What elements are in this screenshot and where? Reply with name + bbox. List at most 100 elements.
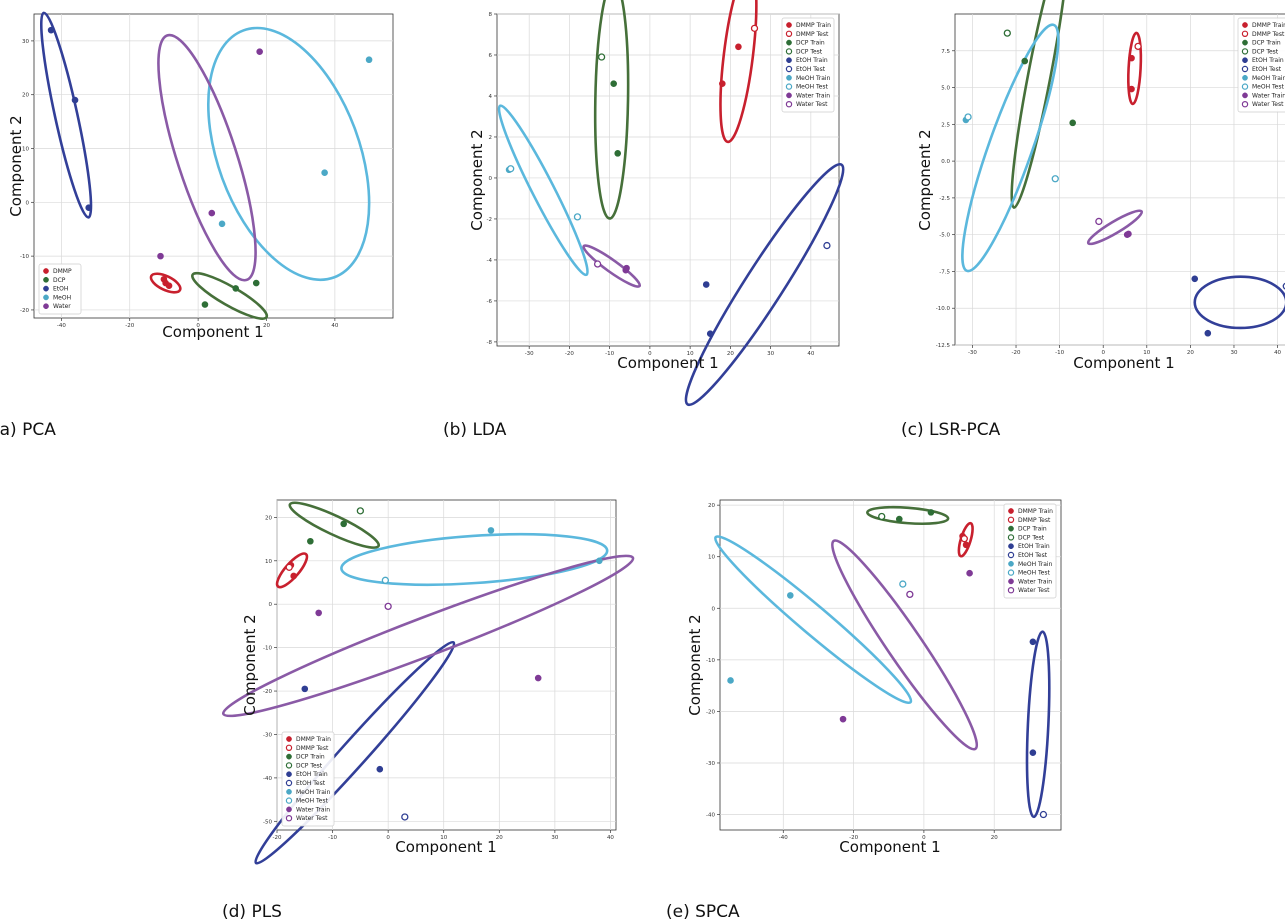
pls-y-tick-label: -10 (263, 646, 272, 652)
pls-x-tick-label: 30 (551, 835, 558, 841)
spca-legend-marker-dcp (1008, 525, 1014, 532)
pls-legend-marker-etoh (286, 771, 292, 778)
lda-legend-label: EtOH Test (796, 66, 826, 73)
lda-x-tick-label: -10 (605, 351, 614, 357)
pls-point-dmmp-test (285, 563, 293, 571)
pca-x-tick-label: 20 (263, 323, 270, 329)
lsr-pca-point-dmmp-train (1128, 54, 1135, 62)
pls-point-water-train (534, 674, 542, 682)
spca-x-axis-label: Component 1 (839, 838, 940, 856)
spca-point-dcp-test (878, 512, 886, 521)
spca-legend-label: Water Test (1018, 587, 1050, 594)
spca-y-tick-label: 0 (712, 606, 716, 612)
lsr-pca-legend-marker-dcp-test (1241, 48, 1249, 55)
pls-ellipse-dcp (288, 501, 381, 549)
pca-point-water-train (208, 209, 216, 217)
lsr-pca-y-tick-label: 0.0 (941, 159, 950, 165)
lsr-pca-x-tick-label: -10 (1055, 350, 1064, 356)
spca-legend-label: DCP Train (1018, 526, 1047, 533)
pls-ellipse-water (221, 554, 635, 718)
lda-y-tick-label: -2 (487, 217, 492, 223)
lsr-pca-legend-box (1237, 17, 1285, 113)
lda-y-tick-label: 2 (489, 135, 493, 141)
spca-y-tick-label: -10 (706, 658, 715, 664)
lda-x-axis-label: Component 1 (617, 354, 718, 372)
lsr-pca-y-tick-label: 7.5 (941, 49, 950, 55)
spca-y-tick-label: 20 (708, 503, 715, 509)
pca-x-tick-label: -20 (125, 323, 134, 329)
pls-legend-box (281, 731, 335, 827)
lsr-pca-point-water-train (1125, 230, 1132, 238)
pca-point-etoh-train (71, 96, 79, 104)
lda-y-tick-label: 6 (489, 53, 493, 59)
spca-ellipse-meoh (714, 535, 913, 705)
lsr-pca-y-tick-label: -5.0 (939, 233, 950, 239)
lda-legend-marker-dmmp-test (785, 30, 793, 37)
panel-pca: -40 -20 0 20 40 -20 -10 0 10 20 30 DMMP DCP EtOHMeOH… (0, 11, 394, 440)
lda-point-dcp-train (614, 150, 622, 157)
pls-legend-marker-meoh-test (285, 797, 293, 804)
pls-x-axis-label: Component 1 (395, 838, 496, 856)
lsr-pca-legend-label: EtOH Train (1252, 57, 1284, 64)
spca-legend-label: DMMP Test (1018, 517, 1051, 524)
lda-y-axis-label: Component 2 (468, 129, 486, 230)
pls-ticks: -20 -10 0 10 20 30 40 -50 -40 -30 -20 -10 0 10 20 (263, 515, 614, 841)
lda-x-tick-label: -30 (525, 351, 534, 357)
spca-x-tick-label: -40 (779, 835, 788, 841)
lda-y-tick-label: -4 (487, 258, 493, 264)
pca-point-dmmp-train (165, 282, 173, 290)
pls-point-etoh-test (401, 813, 409, 821)
pca-x-tick-label: -40 (57, 323, 66, 329)
lda-point-etoh-train (706, 330, 714, 338)
pca-point-dcp-train (232, 285, 240, 292)
spca-legend-marker-etoh (1008, 543, 1014, 550)
pls-legend-label: Water Test (296, 815, 328, 822)
lda-point-etoh-test (823, 241, 831, 250)
lsr-pca-ellipses (961, 0, 1285, 330)
pls-x-tick-label: -10 (328, 835, 337, 841)
pls-point-dcp-train (307, 537, 314, 545)
lsr-pca-ellipse-meoh (961, 23, 1060, 273)
lsr-pca-point-dcp-test (1003, 29, 1011, 37)
pls-ellipses (221, 501, 635, 865)
lda-point-etoh-train (702, 281, 710, 288)
spca-point-meoh-train (727, 677, 734, 684)
spca-y-tick-label: -40 (706, 813, 715, 819)
spca-legend-label: MeOH Train (1018, 561, 1053, 568)
lda-grid (497, 13, 839, 346)
lda-points (505, 24, 831, 338)
pls-point-meoh-train (487, 527, 495, 534)
spca-legend-marker-dcp-test (1007, 534, 1015, 541)
lsr-pca-legend-label: Water Test (1252, 101, 1284, 108)
lsr-pca-legend-label: Water Train (1252, 92, 1285, 99)
pls-legend-label: DCP Train (296, 754, 325, 761)
lsr-pca-x-tick-label: 20 (1187, 350, 1194, 356)
pca-ellipse-meoh (207, 26, 371, 282)
pls-point-water-train (315, 609, 322, 617)
spca-point-water-train (966, 569, 973, 577)
pls-y-tick-label: -50 (263, 819, 272, 825)
pls-legend-marker-meoh (286, 788, 292, 795)
lda-x-tick-label: 0 (648, 351, 652, 357)
lda-point-water-test (593, 260, 602, 268)
pca-ellipse-water (157, 33, 257, 282)
pca-legend-label: Water (53, 303, 71, 310)
spca-point-dcp-train (895, 515, 903, 523)
pls-y-tick-label: -40 (263, 776, 272, 782)
spca-legend-label: EtOH Test (1018, 552, 1048, 559)
lda-y-tick-label: 0 (489, 176, 493, 182)
lsr-pca-y-axis-label: Component 2 (916, 129, 934, 230)
pls-legend-label: MeOH Train (296, 789, 331, 796)
pca-x-tick-label: 40 (331, 323, 338, 329)
pca-points (47, 26, 373, 308)
lsr-pca-legend-label: DMMP Test (1252, 31, 1285, 38)
spca-y-tick-label: -20 (706, 709, 715, 715)
spca-legend-label: MeOH Test (1018, 570, 1050, 577)
pca-legend-box (38, 263, 82, 315)
lda-x-tick-label: 10 (687, 351, 694, 357)
pca-point-water-train (256, 48, 263, 55)
lda-point-dmmp-train (735, 43, 742, 51)
spca-point-etoh-train (1029, 749, 1037, 756)
lsr-pca-legend-marker-water (1242, 92, 1248, 99)
